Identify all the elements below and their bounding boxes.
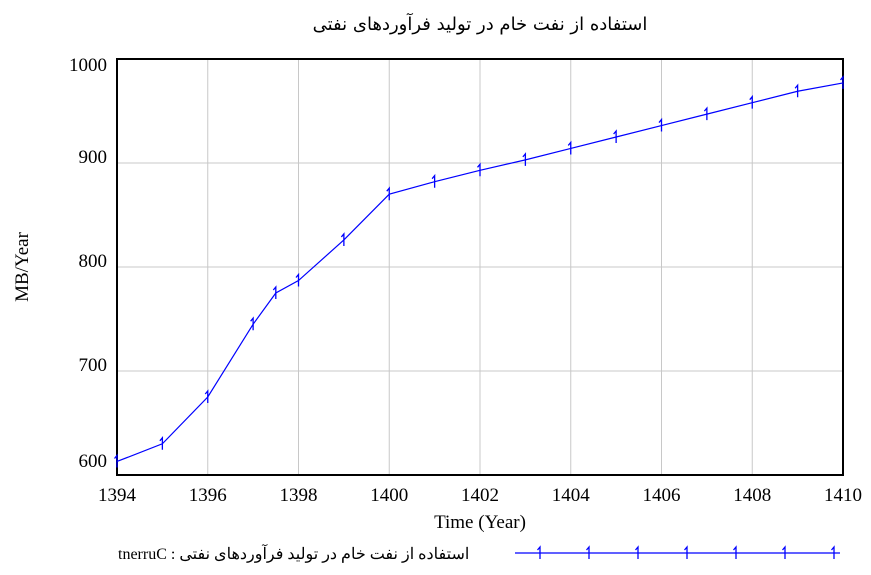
series-marker [613,129,617,143]
series-marker [250,316,254,331]
series-marker [204,389,209,403]
series-line [116,82,844,463]
x-tick-label: 1402 [461,485,499,506]
x-tick-label: 1410 [824,485,862,506]
x-tick-label: 1398 [280,485,318,506]
x-tick-label: 1406 [643,485,681,506]
series-marker [658,117,663,132]
x-tick-label: 1404 [552,485,591,506]
y-tick-label: 900 [79,147,108,168]
legend-marker [831,545,835,559]
y-tick-label: 800 [79,251,108,272]
y-axis-label: MB/Year [12,231,33,302]
series-marker [794,83,799,98]
plot-frame [116,58,844,476]
legend-label: tnerruC : استفاده از نفت خام در تولید فر… [118,543,469,563]
series-marker [340,232,345,246]
series-marker [159,436,164,450]
chart-title: استفاده از نفت خام در تولید فرآوردهای نف… [313,12,648,35]
legend-marker [635,545,639,559]
series-marker [522,152,527,166]
legend-marker [537,545,541,559]
series-marker [386,186,390,201]
series-marker [749,94,753,109]
series-marker [431,173,436,188]
series-marker [477,162,481,177]
legend-marker [684,545,688,559]
series-marker [295,272,300,287]
x-tick-label: 1396 [189,485,227,506]
x-tick-label: 1408 [733,485,771,506]
y-tick-label: 1000 [69,55,107,76]
legend-marker [586,545,590,559]
x-axis-label: Time (Year) [434,512,526,533]
series-marker [840,75,844,89]
x-tick-label: 1394 [98,485,137,506]
legend-marker [733,545,737,559]
series-marker [567,140,572,155]
x-tick-label: 1400 [370,485,408,506]
y-tick-label: 600 [79,451,108,472]
legend-marker [782,545,786,559]
y-tick-label: 700 [79,355,108,376]
series-marker [703,106,708,121]
series-marker [114,453,118,468]
series-marker [272,285,277,299]
